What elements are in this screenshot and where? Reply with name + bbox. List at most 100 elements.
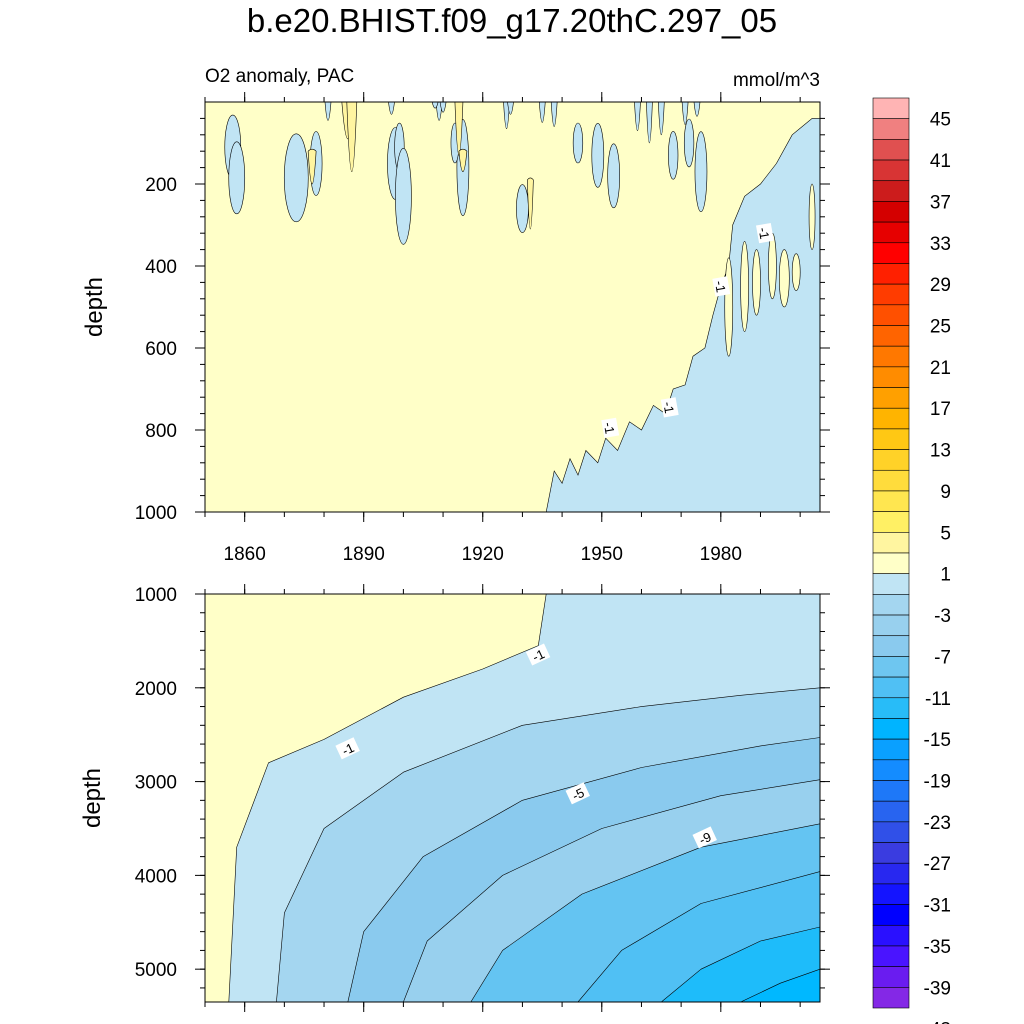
lower-frame	[204, 593, 821, 1003]
colorbar-box	[872, 780, 910, 802]
upper-y-axis-label: depth	[81, 277, 108, 337]
colorbar-label: 1	[940, 565, 951, 586]
upper-contour-label: -1	[756, 222, 774, 244]
upper-contour-label: -1	[660, 397, 679, 418]
colorbar-box	[872, 821, 910, 843]
upper-panel: 1860 1890 1920 1950 1980 200 400 600 800 1000 dept…	[81, 92, 830, 565]
upper-minus1-region	[545, 118, 820, 512]
colorbar-box	[872, 221, 910, 244]
lower-contour-band	[740, 968, 820, 1002]
upper-yellow-lobe	[778, 249, 790, 308]
upper-yellow-blob	[307, 148, 317, 185]
colorbar-box	[872, 387, 910, 409]
colorbar-box	[872, 842, 910, 864]
colorbar-box	[872, 573, 910, 595]
upper-blue-blob	[607, 143, 620, 209]
upper-yellow-lobe	[808, 183, 816, 250]
upper-contour-label-text: -1	[660, 401, 677, 415]
colorbar-box	[872, 552, 910, 574]
upper-blue-blob	[683, 118, 695, 168]
colorbar-box	[872, 594, 910, 616]
upper-y-tick-label: 800	[145, 421, 177, 442]
upper-contour-label: -1	[712, 276, 731, 297]
upper-yellow-blob	[458, 148, 468, 173]
lower-y-tick-label: 2000	[135, 679, 177, 700]
colorbar-label: -11	[925, 689, 951, 710]
colorbar-box	[872, 283, 910, 306]
lower-y-tick-label: 1000	[135, 585, 177, 606]
upper-y-tick-label: 600	[145, 339, 177, 360]
upper-blue-blob	[395, 148, 412, 245]
upper-blue-streak	[657, 102, 665, 136]
colorbar-box	[872, 325, 910, 347]
upper-x-tick-label: 1890	[343, 544, 385, 565]
lower-plot-area	[205, 594, 820, 1002]
colorbar-box	[872, 800, 910, 823]
colorbar-box	[872, 924, 910, 947]
lower-contour-label: -1	[525, 643, 551, 666]
lower-contour-label: -1	[335, 737, 360, 760]
contour-label-bg	[712, 276, 731, 297]
colorbar-box	[872, 738, 910, 761]
upper-blue-blob	[668, 131, 679, 180]
upper-frame	[204, 101, 821, 513]
contour-label-bg	[525, 643, 551, 666]
colorbar-box	[872, 614, 910, 637]
colorbar-box	[872, 697, 910, 719]
contour-label-bg	[565, 782, 590, 805]
colorbar-box	[872, 987, 910, 1009]
colorbar-label: -27	[924, 854, 951, 875]
colorbar-box	[872, 511, 910, 533]
colorbar-label: 41	[930, 151, 951, 172]
colorbar-box	[872, 469, 910, 492]
lower-y-tick-label: 5000	[135, 960, 177, 981]
colorbar-label: 5	[940, 523, 951, 544]
colorbar-box	[872, 532, 910, 554]
colorbar-label: 33	[930, 234, 951, 255]
colorbar-label: -19	[924, 772, 951, 793]
colorbar-box	[872, 97, 910, 119]
colorbar-box	[872, 904, 910, 926]
lower-contour-label-text: -1	[530, 646, 547, 664]
colorbar-label: 21	[930, 358, 951, 379]
colorbar-label: -31	[924, 896, 951, 917]
lower-y-tick-label: 4000	[135, 866, 177, 887]
upper-plot-area	[205, 102, 820, 512]
upper-yellow-lobe	[724, 257, 734, 357]
colorbar: 45 41 37 33 29 25 21 17 13 9 5 1 -3 -7 -11 -15 -19 -23 -27…	[872, 97, 951, 1024]
upper-contour-label: -1	[601, 417, 620, 439]
upper-yellow-lobe	[752, 249, 761, 316]
colorbar-box	[872, 366, 910, 388]
colorbar-box	[872, 945, 910, 967]
colorbar-box	[872, 759, 910, 781]
upper-contour-label-text: -1	[601, 421, 618, 435]
upper-yellow-blob	[346, 102, 358, 172]
chart-title: b.e20.BHIST.f09_g17.20thC.297_05	[246, 2, 778, 39]
lower-contour-label-text: -1	[340, 740, 357, 758]
upper-blue-streak	[646, 102, 653, 143]
colorbar-label: 45	[930, 110, 951, 131]
colorbar-box	[872, 139, 910, 161]
lower-panel: 1000 2000 3000 4000 5000 depth -1 -1 -5 -9	[79, 584, 830, 1012]
colorbar-box	[872, 428, 910, 450]
upper-blue-blob	[572, 122, 584, 164]
upper-yellow-blob	[527, 177, 534, 230]
colorbar-box	[872, 718, 910, 740]
upper-y-tick-label: 1000	[135, 503, 177, 524]
colorbar-box	[872, 159, 910, 182]
upper-blue-blob	[283, 133, 309, 223]
contour-label-bg	[692, 826, 717, 849]
colorbar-box	[872, 180, 910, 202]
upper-yellow-lobe	[740, 241, 749, 332]
colorbar-box	[872, 656, 910, 678]
colorbar-label: 25	[930, 317, 951, 338]
upper-contour-label-text: -1	[712, 280, 729, 294]
upper-yellow-lobe	[791, 253, 801, 291]
lower-y-axis-label: depth	[79, 768, 106, 828]
lower-contour-label: -5	[565, 782, 590, 805]
upper-yellow-lobe	[768, 232, 777, 300]
upper-yellow-blob	[454, 102, 464, 156]
colorbar-label: 37	[930, 192, 951, 213]
colorbar-box	[872, 862, 910, 885]
